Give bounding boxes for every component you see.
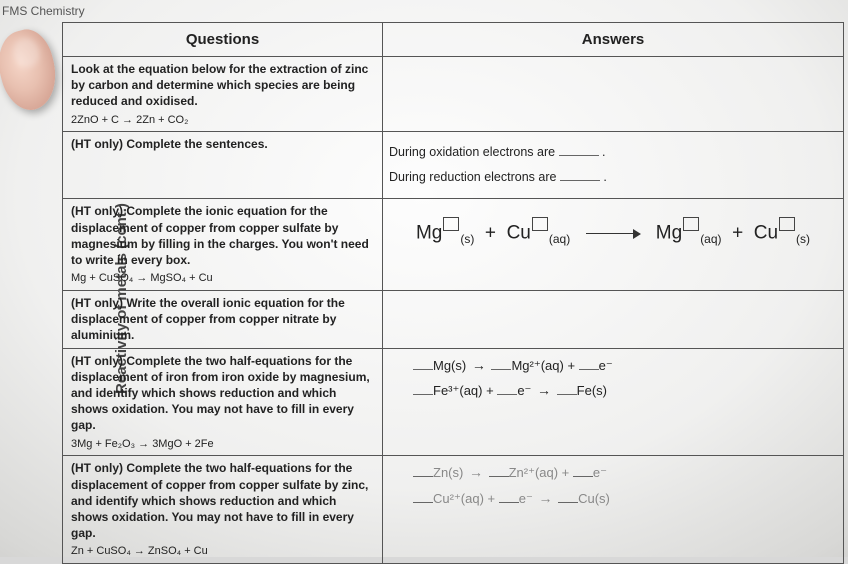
blank (557, 385, 577, 395)
q5-equation: 3Mg + Fe₂O₃ → 3MgO + 2Fe (71, 437, 374, 452)
reaction-arrow-icon (586, 229, 641, 239)
ionic-r1s: (aq) (700, 233, 721, 247)
answer-cell (383, 291, 844, 349)
ionic-r1: Mg (656, 223, 682, 244)
blank (489, 467, 509, 477)
q6-text: (HT only) Complete the two half-equation… (71, 461, 368, 540)
he1b: Mg²⁺(aq) + (511, 358, 575, 373)
charge-box (683, 217, 699, 231)
he1a: Zn(s) (433, 465, 463, 480)
he2a: Cu²⁺(aq) + (433, 491, 495, 506)
arrow-icon: → (538, 490, 552, 506)
header-row: Questions Answers (63, 23, 844, 57)
he1a: Mg(s) (433, 358, 466, 373)
half-eqn-1: Zn(s) → Zn²⁺(aq) + e⁻ (413, 460, 835, 485)
answer-cell (383, 57, 844, 132)
q1-text: Look at the equation below for the extra… (71, 62, 368, 108)
answer-cell: During oxidation electrons are . During … (383, 132, 844, 199)
he1c: e⁻ (599, 358, 613, 373)
he2a: Fe³⁺(aq) + (433, 383, 494, 398)
q4-text: (HT only) Write the overall ionic equati… (71, 296, 345, 342)
blank (497, 385, 517, 395)
q3-text: (HT only) Complete the ionic equation fo… (71, 204, 369, 267)
blank (499, 493, 519, 503)
col-questions: Questions (63, 23, 383, 57)
half-eqn-1: Mg(s) → Mg²⁺(aq) + e⁻ (413, 353, 835, 378)
a2-line1: During oxidation electrons are (389, 145, 555, 159)
blank (573, 467, 593, 477)
blank-line (560, 171, 600, 181)
blank (413, 360, 433, 370)
ionic-l2s: (aq) (549, 233, 570, 247)
half-eqn-2: Cu²⁺(aq) + e⁻ → Cu(s) (413, 486, 835, 511)
arrow-icon: → (537, 382, 551, 398)
blank (491, 360, 511, 370)
table-row: Look at the equation below for the extra… (63, 57, 844, 132)
he2b: e⁻ (517, 383, 531, 398)
a2-line2: During reduction electrons are (389, 170, 556, 184)
answer-cell-ionic: Mg(s) + Cu(aq) Mg(aq) + Cu(s) (383, 199, 844, 291)
he1b: Zn²⁺(aq) + (509, 465, 570, 480)
arrow-icon: → (469, 464, 483, 480)
he2c: Fe(s) (577, 383, 607, 398)
q5-text: (HT only) Complete the two half-equation… (71, 354, 370, 433)
he1c: e⁻ (593, 465, 607, 480)
answer-cell-half: Mg(s) → Mg²⁺(aq) + e⁻ Fe³⁺(aq) + e⁻ → Fe… (383, 348, 844, 456)
question-cell: (HT only) Complete the ionic equation fo… (63, 199, 383, 291)
ionic-l1: Mg (416, 223, 442, 244)
col-answers: Answers (383, 23, 844, 57)
ionic-r2: Cu (754, 223, 778, 244)
table-row: (HT only) Complete the two half-equation… (63, 348, 844, 456)
charge-box (779, 217, 795, 231)
table-row: (HT only) Complete the sentences. During… (63, 132, 844, 199)
blank (558, 493, 578, 503)
blank (579, 360, 599, 370)
worksheet-table: Questions Answers Look at the equation b… (62, 22, 844, 564)
q2-text: (HT only) Complete the sentences. (71, 137, 268, 151)
answer-cell-half: Zn(s) → Zn²⁺(aq) + e⁻ Cu²⁺(aq) + e⁻ → Cu… (383, 456, 844, 564)
he2b: e⁻ (519, 491, 533, 506)
question-cell: (HT only) Complete the two half-equation… (63, 456, 383, 564)
table-row: (HT only) Write the overall ionic equati… (63, 291, 844, 349)
arrow-icon: → (472, 357, 486, 373)
q3-equation: Mg + CuSO₄ → MgSO₄ + Cu (71, 271, 374, 286)
question-cell: Look at the equation below for the extra… (63, 57, 383, 132)
blank (413, 467, 433, 477)
q1-equation: 2ZnO + C → 2Zn + CO₂ (71, 113, 374, 128)
table-row: (HT only) Complete the two half-equation… (63, 456, 844, 564)
ionic-r2s: (s) (796, 233, 810, 247)
ionic-l2: Cu (507, 223, 531, 244)
half-eqn-2: Fe³⁺(aq) + e⁻ → Fe(s) (413, 378, 835, 403)
he2c: Cu(s) (578, 491, 610, 506)
blank (413, 385, 433, 395)
question-cell: (HT only) Write the overall ionic equati… (63, 291, 383, 349)
question-cell: (HT only) Complete the sentences. (63, 132, 383, 199)
blank-line (559, 146, 599, 156)
blank (413, 493, 433, 503)
charge-box (443, 217, 459, 231)
charge-box (532, 217, 548, 231)
page-header: FMS Chemistry (2, 4, 85, 18)
question-cell: (HT only) Complete the two half-equation… (63, 348, 383, 456)
ionic-l1s: (s) (460, 233, 474, 247)
table-row: (HT only) Complete the ionic equation fo… (63, 199, 844, 291)
